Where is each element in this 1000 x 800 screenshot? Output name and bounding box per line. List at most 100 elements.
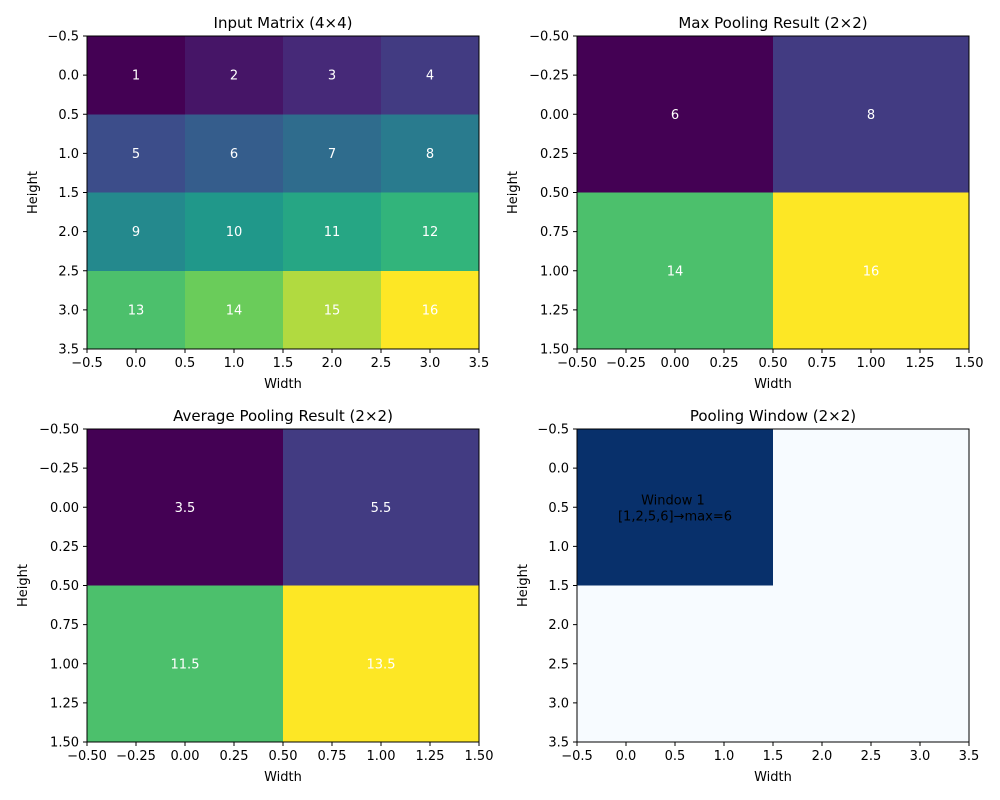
heatmap-cell [577,192,773,349]
cell-value-label: 7 [328,147,336,162]
heatmap-cell [87,270,185,349]
x-tick-label: 1.25 [906,356,935,371]
cell-value-label: 4 [426,69,434,84]
x-tick-label: 0.5 [665,749,686,764]
heatmap-cell [381,192,479,271]
x-tick-label: 2.5 [371,356,392,371]
heatmap-cell [577,663,675,742]
heatmap-cell [675,585,773,664]
heatmap-cell [283,585,479,742]
y-tick-label: 0.0 [548,462,569,477]
y-tick-label: −0.5 [537,423,569,438]
cell-value-label: 13 [128,303,145,318]
cell-value-label: 6 [230,147,238,162]
x-tick-label: 0.0 [126,356,147,371]
y-tick-label: −0.50 [39,423,79,438]
heatmap-cell [381,36,479,115]
heatmap-cell [773,507,871,586]
x-tick-label: −0.5 [71,356,103,371]
panel-pooling-window: Pooling Window (2×2) Window 1 [1,2,5,6]→… [516,407,979,785]
cell-value-label: 16 [863,264,880,279]
heatmap-cell [87,429,283,586]
cell-value-label: 3 [328,69,336,84]
y-axis-label: Height [26,171,41,214]
heatmap-cell [773,192,969,349]
cell-value-label: 14 [667,264,684,279]
heatmap-cell [283,114,381,193]
cell-value-label: 8 [867,108,875,123]
x-tick-label: 1.5 [763,749,784,764]
heatmap-cell [577,507,675,586]
cell-value-label: 10 [226,225,243,240]
cell-value-label: 5 [132,147,140,162]
y-tick-label: 1.25 [540,303,569,318]
heatmap-cell [871,585,969,664]
heatmap-cell [675,663,773,742]
heatmap-cell [87,36,185,115]
x-tick-label: 0.00 [661,356,690,371]
heatmap-cell [773,585,871,664]
heatmap-cell [675,429,773,508]
x-tick-label: 0.00 [171,749,200,764]
y-tick-label: 1.50 [50,736,79,751]
cell-value-label: 12 [422,225,439,240]
y-tick-label: 1.00 [50,657,79,672]
cell-value-label: 15 [324,303,341,318]
x-tick-label: 0.75 [808,356,837,371]
window-annotation-line-2: [1,2,5,6]→max=6 [618,509,732,524]
heatmap-cell [871,429,969,508]
y-tick-label: 1.50 [540,343,569,358]
x-tick-label: 2.0 [812,749,833,764]
heatmap-cell [185,270,283,349]
y-tick-label: 0.25 [540,147,569,162]
y-tick-label: 1.5 [58,186,79,201]
x-tick-label: −0.50 [557,356,597,371]
x-tick-label: −0.5 [561,749,593,764]
cell-value-label: 5.5 [371,501,392,516]
heatmap-cell [577,585,675,664]
x-tick-label: 1.5 [273,356,294,371]
y-tick-label: −0.5 [47,30,79,45]
heatmap-cell [283,270,381,349]
x-tick-label: 3.0 [420,356,441,371]
x-axis-label: Width [264,377,302,392]
y-tick-label: 1.00 [540,264,569,279]
y-tick-label: 0.50 [540,186,569,201]
heatmap-cell [773,36,969,193]
heatmap-cell [675,507,773,586]
cell-value-label: 2 [230,69,238,84]
x-tick-label: 0.25 [710,356,739,371]
y-tick-label: 0.50 [50,579,79,594]
heatmap-cell [283,429,479,586]
heatmap-cell [87,114,185,193]
heatmap-cell [871,663,969,742]
heatmap-cell [871,507,969,586]
panel-title: Average Pooling Result (2×2) [173,407,393,425]
y-tick-label: −0.25 [529,69,569,84]
y-tick-label: 0.00 [540,108,569,123]
x-tick-label: 1.0 [224,356,245,371]
y-axis-label: Height [516,564,531,607]
heatmap-cell [283,192,381,271]
x-tick-label: 3.5 [469,356,490,371]
heatmap-cell [773,429,871,508]
y-tick-label: 3.5 [58,343,79,358]
window-annotation: Window 1 [1,2,5,6]→max=6 [618,493,732,524]
cell-value-label: 1 [132,69,140,84]
y-tick-label: 3.0 [548,696,569,711]
heatmap-cell [283,36,381,115]
y-tick-label: 0.5 [548,501,569,516]
y-tick-label: 3.5 [548,736,569,751]
x-tick-label: 0.50 [269,749,298,764]
x-tick-label: −0.50 [67,749,107,764]
y-axis-label: Height [16,564,31,607]
y-tick-label: −0.25 [39,462,79,477]
heatmap-cell [577,36,773,193]
y-tick-label: 0.25 [50,540,79,555]
y-tick-label: 1.0 [548,540,569,555]
window-annotation-line-1: Window 1 [641,493,705,508]
cell-value-label: 8 [426,147,434,162]
heatmap-cell [185,114,283,193]
